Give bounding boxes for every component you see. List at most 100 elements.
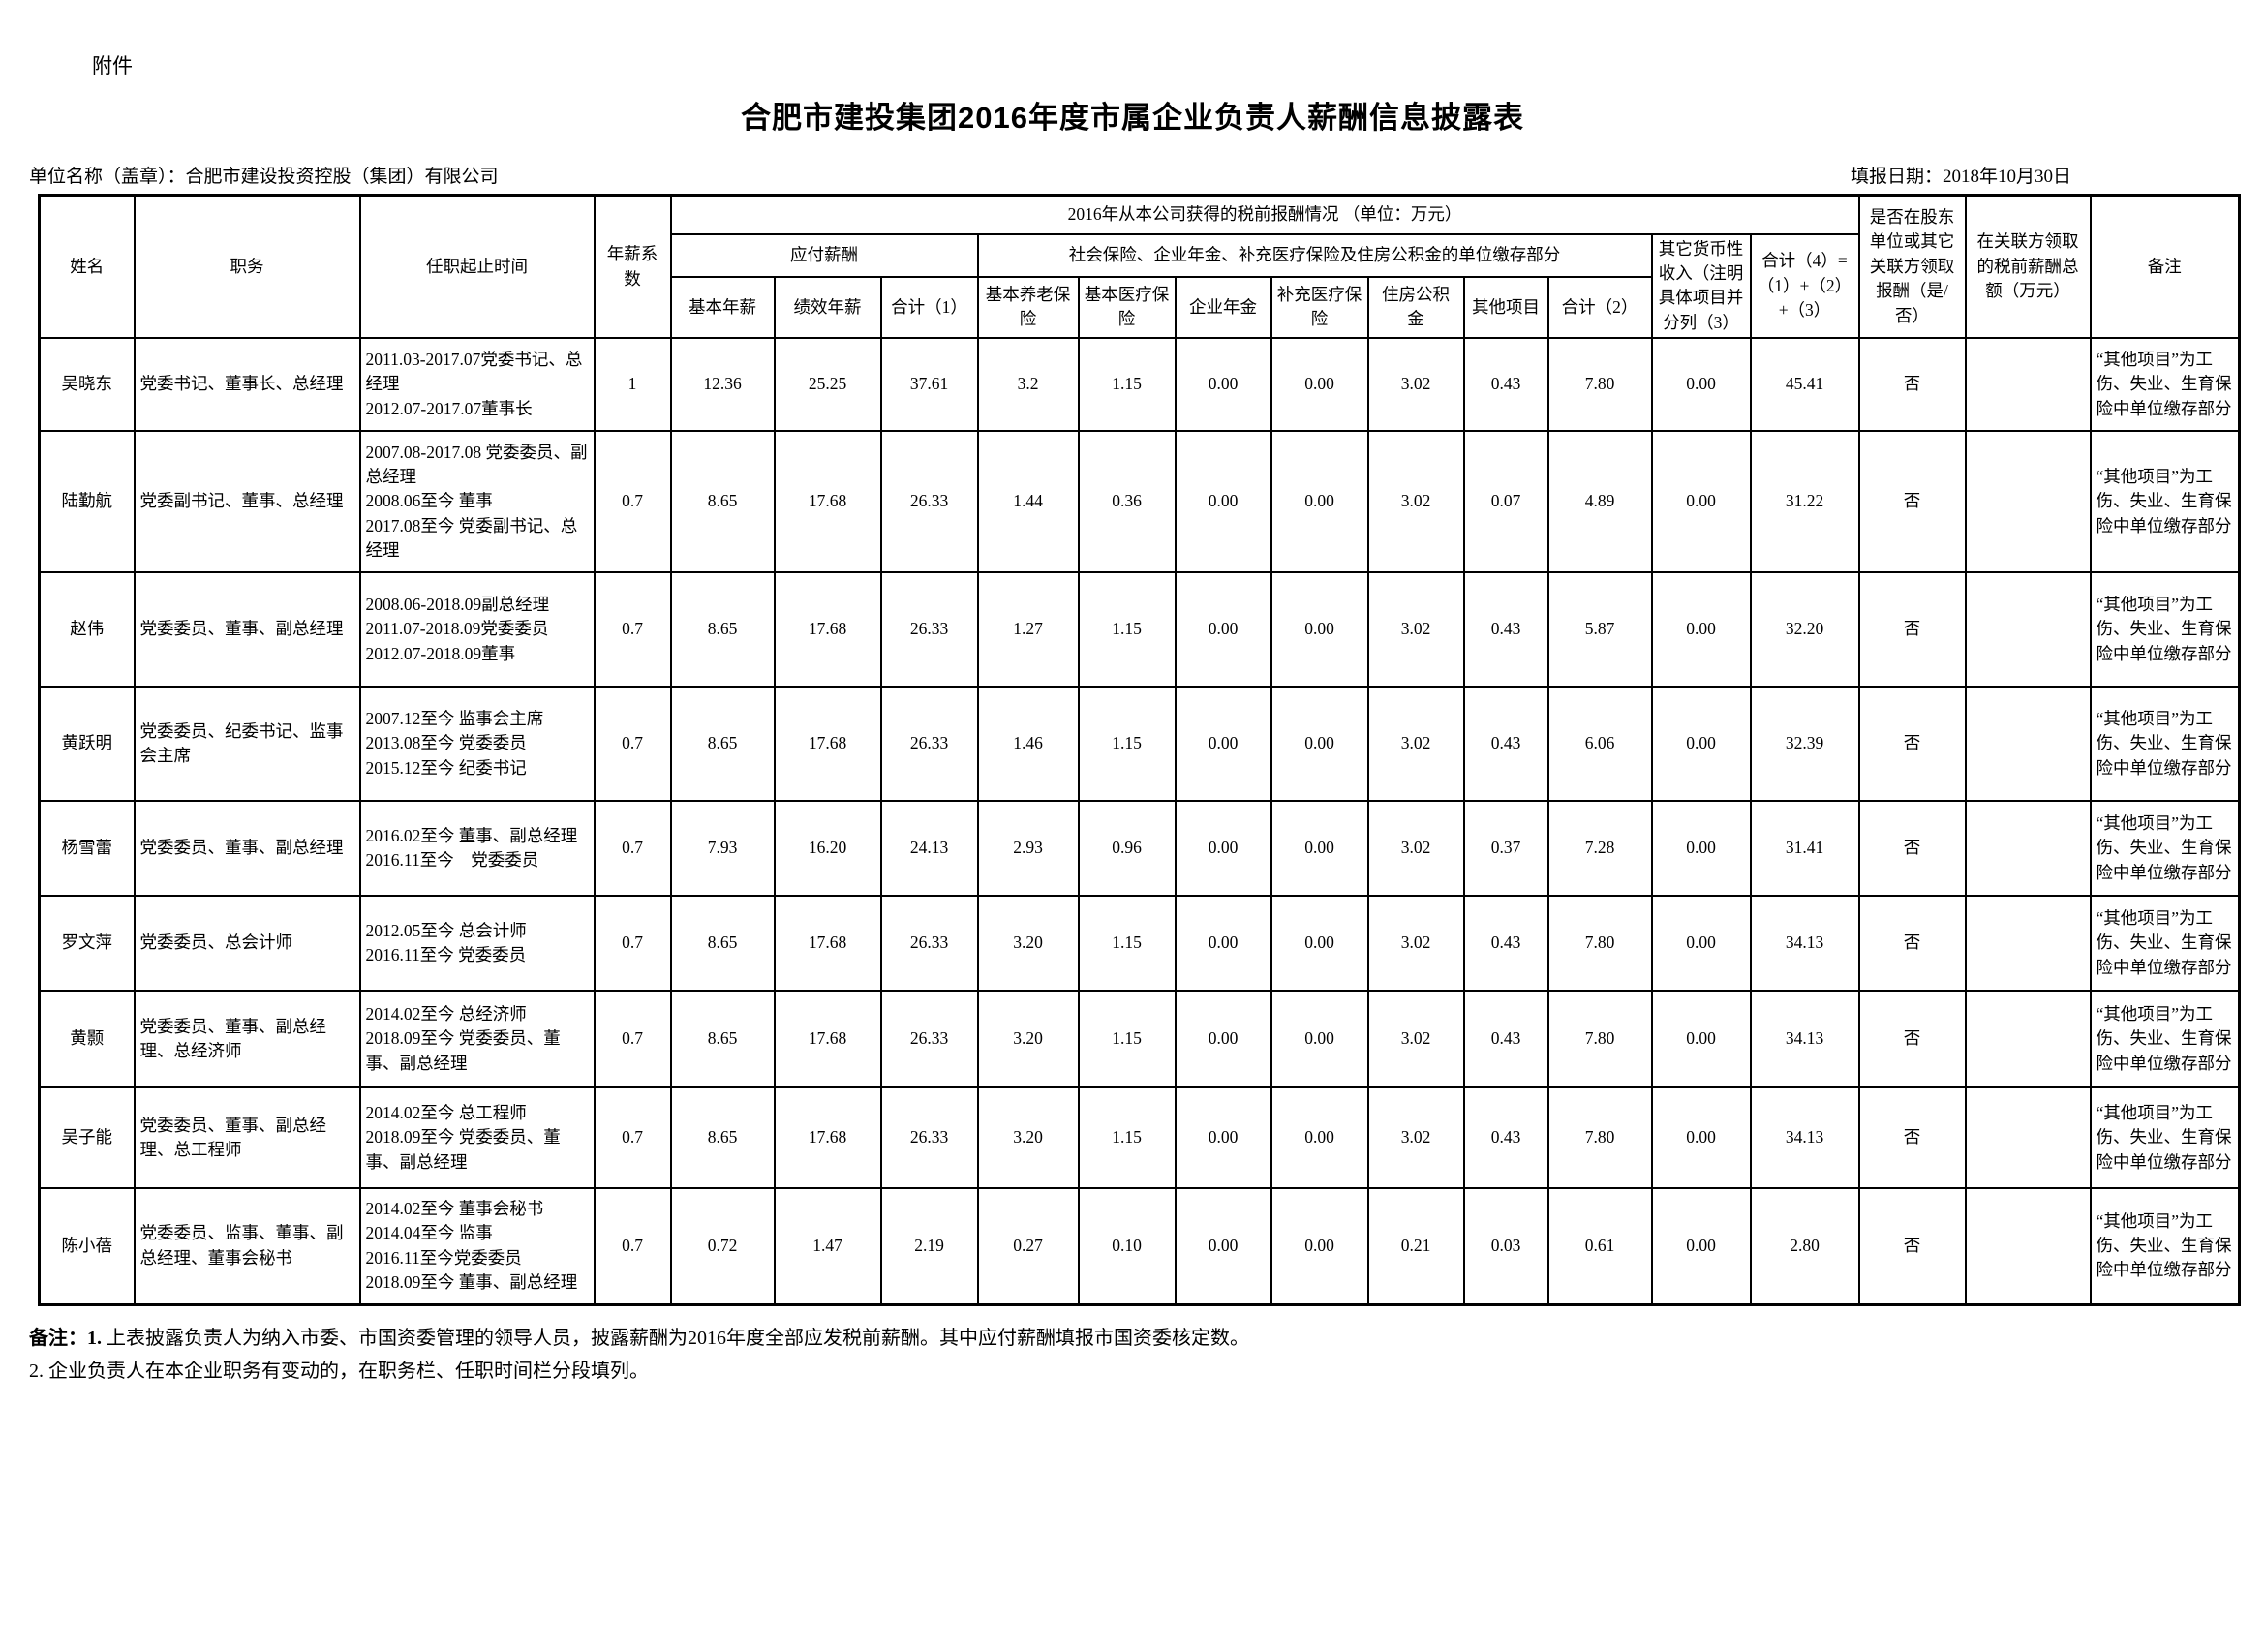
cell-housing-fund: 3.02	[1366, 337, 1465, 432]
header-base-salary: 基本年薪	[669, 275, 776, 340]
cell-medical: 0.10	[1077, 1187, 1177, 1305]
cell-total4: 31.22	[1749, 430, 1860, 573]
cell-related-amount	[1964, 337, 2092, 432]
cell-other-items: 0.43	[1462, 1086, 1549, 1189]
cell-position: 党委委员、纪委书记、监事会主席	[133, 686, 361, 802]
cell-related-yn: 否	[1857, 1086, 1967, 1189]
cell-remark: “其他项目”为工伤、失业、生育保险中单位缴存部分	[2089, 1187, 2241, 1305]
cell-tenure: 2014.02至今 总工程师 2018.09至今 党委委员、董事、副总经理	[358, 1086, 596, 1189]
cell-subtotal2: 7.28	[1546, 800, 1653, 897]
header-other-items: 其他项目	[1462, 275, 1549, 340]
table-row: 吴晓东 党委书记、董事长、总经理 2011.03-2017.07党委书记、总经理 2…	[38, 337, 2241, 432]
cell-performance-salary: 17.68	[773, 571, 882, 688]
cell-supp-medical: 0.00	[1270, 800, 1369, 897]
cell-base-salary: 8.65	[669, 990, 776, 1088]
cell-related-amount	[1964, 990, 2092, 1088]
note-1-label: 备注：1.	[29, 1327, 102, 1349]
cell-supp-medical: 0.00	[1270, 430, 1369, 573]
header-annuity: 企业年金	[1174, 275, 1272, 340]
cell-position: 党委委员、监事、董事、副总经理、董事会秘书	[133, 1187, 361, 1305]
header-row-1: 姓名 职务 任职起止时间 年薪系数 2016年从本公司获得的税前报酬情况 （单位…	[38, 194, 2241, 339]
cell-other-monetary: 0.00	[1650, 430, 1752, 573]
table-row: 黄跃明 党委委员、纪委书记、监事会主席 2007.12至今 监事会主席 2013.0…	[38, 686, 2241, 802]
cell-supp-medical: 0.00	[1270, 686, 1369, 802]
notes-section: 备注：1. 上表披露负责人为纳入市委、市国资委管理的领导人员，披露薪酬为2016…	[29, 1322, 2265, 1388]
cell-total4: 45.41	[1749, 337, 1860, 432]
header-related-party-amount: 在关联方领取的税前薪酬总额（万元）	[1964, 194, 2092, 339]
cell-supp-medical: 0.00	[1270, 337, 1369, 432]
cell-medical: 1.15	[1077, 686, 1177, 802]
header-housing-fund: 住房公积金	[1366, 275, 1465, 340]
header-pretax-group: 2016年从本公司获得的税前报酬情况 （单位：万元）	[669, 194, 1860, 235]
cell-related-yn: 否	[1857, 571, 1967, 688]
cell-subtotal1: 26.33	[879, 430, 979, 573]
cell-remark: “其他项目”为工伤、失业、生育保险中单位缴存部分	[2089, 895, 2241, 992]
cell-other-items: 0.03	[1462, 1187, 1549, 1305]
cell-coefficient: 0.7	[593, 686, 672, 802]
table-row: 杨雪蕾 党委委员、董事、副总经理 2016.02至今 董事、副总经理 2016.11…	[38, 800, 2241, 897]
cell-total4: 31.41	[1749, 800, 1860, 897]
cell-performance-salary: 25.25	[773, 337, 882, 432]
cell-subtotal2: 4.89	[1546, 430, 1653, 573]
cell-remark: “其他项目”为工伤、失业、生育保险中单位缴存部分	[2089, 571, 2241, 688]
table-row: 罗文萍 党委委员、总会计师 2012.05至今 总会计师 2016.11至今 党委委…	[38, 895, 2241, 992]
cell-pension: 3.2	[976, 337, 1080, 432]
cell-total4: 34.13	[1749, 990, 1860, 1088]
cell-pension: 2.93	[976, 800, 1080, 897]
cell-subtotal1: 26.33	[879, 990, 979, 1088]
cell-related-yn: 否	[1857, 800, 1967, 897]
cell-housing-fund: 3.02	[1366, 895, 1465, 992]
cell-coefficient: 0.7	[593, 990, 672, 1088]
cell-related-yn: 否	[1857, 430, 1967, 573]
cell-annuity: 0.00	[1174, 1086, 1272, 1189]
cell-other-monetary: 0.00	[1650, 571, 1752, 688]
cell-position: 党委副书记、董事、总经理	[133, 430, 361, 573]
table-row: 陆勤航 党委副书记、董事、总经理 2007.08-2017.08 党委委员、副总经理…	[38, 430, 2241, 573]
header-total4: 合计（4）=（1）+（2）+（3）	[1749, 232, 1860, 339]
cell-name: 黄颢	[38, 990, 136, 1088]
cell-base-salary: 8.65	[669, 430, 776, 573]
cell-position: 党委委员、总会计师	[133, 895, 361, 992]
cell-supp-medical: 0.00	[1270, 1187, 1369, 1305]
cell-subtotal1: 26.33	[879, 1086, 979, 1189]
cell-related-yn: 否	[1857, 1187, 1967, 1305]
cell-annuity: 0.00	[1174, 430, 1272, 573]
attachment-label: 附件	[92, 54, 133, 77]
table-row: 陈小蓓 党委委员、监事、董事、副总经理、董事会秘书 2014.02至今 董事会秘书 …	[38, 1187, 2241, 1305]
cell-tenure: 2008.06-2018.09副总经理 2011.07-2018.09党委委员 …	[358, 571, 596, 688]
header-name: 姓名	[38, 194, 136, 339]
cell-performance-salary: 16.20	[773, 800, 882, 897]
cell-tenure: 2007.08-2017.08 党委委员、副总经理 2008.06至今 董事 2…	[358, 430, 596, 573]
cell-pension: 0.27	[976, 1187, 1080, 1305]
header-performance-salary: 绩效年薪	[773, 275, 882, 340]
cell-performance-salary: 17.68	[773, 1086, 882, 1189]
cell-coefficient: 1	[593, 337, 672, 432]
cell-related-yn: 否	[1857, 895, 1967, 992]
cell-name: 吴子能	[38, 1086, 136, 1189]
cell-related-amount	[1964, 800, 2092, 897]
cell-annuity: 0.00	[1174, 571, 1272, 688]
cell-remark: “其他项目”为工伤、失业、生育保险中单位缴存部分	[2089, 1086, 2241, 1189]
cell-tenure: 2014.02至今 总经济师 2018.09至今 党委委员、董事、副总经理	[358, 990, 596, 1088]
page-title: 合肥市建投集团2016年度市属企业负责人薪酬信息披露表	[741, 101, 1524, 135]
cell-related-yn: 否	[1857, 337, 1967, 432]
cell-housing-fund: 3.02	[1366, 571, 1465, 688]
cell-other-items: 0.43	[1462, 686, 1549, 802]
cell-tenure: 2014.02至今 董事会秘书 2014.04至今 监事 2016.11至今党委…	[358, 1187, 596, 1305]
cell-coefficient: 0.7	[593, 800, 672, 897]
cell-other-items: 0.43	[1462, 895, 1549, 992]
cell-remark: “其他项目”为工伤、失业、生育保险中单位缴存部分	[2089, 686, 2241, 802]
cell-related-amount	[1964, 571, 2092, 688]
header-pension: 基本养老保险	[976, 275, 1080, 340]
cell-housing-fund: 3.02	[1366, 686, 1465, 802]
cell-other-monetary: 0.00	[1650, 895, 1752, 992]
header-position: 职务	[133, 194, 361, 339]
table-row: 黄颢 党委委员、董事、副总经理、总经济师 2014.02至今 总经济师 2018.0…	[38, 990, 2241, 1088]
cell-subtotal1: 2.19	[879, 1187, 979, 1305]
cell-supp-medical: 0.00	[1270, 1086, 1369, 1189]
cell-tenure: 2011.03-2017.07党委书记、总经理 2012.07-2017.07董…	[358, 337, 596, 432]
cell-supp-medical: 0.00	[1270, 571, 1369, 688]
unit-name: 单位名称（盖章）：合肥市建设投资控股（集团）有限公司	[29, 167, 499, 187]
cell-subtotal1: 26.33	[879, 571, 979, 688]
cell-related-amount	[1964, 1086, 2092, 1189]
